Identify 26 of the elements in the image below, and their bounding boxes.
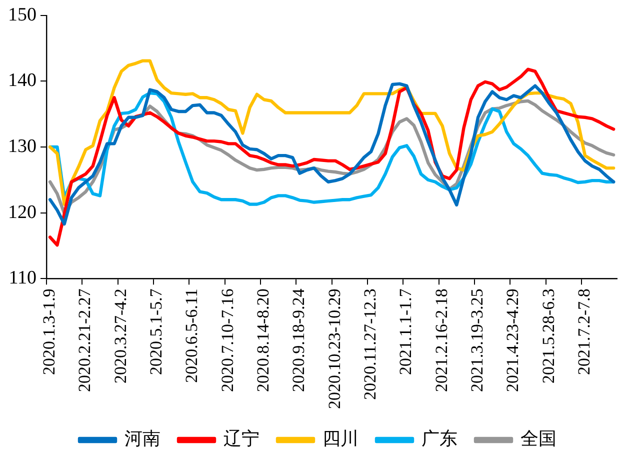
legend-label: 四川 — [322, 428, 358, 449]
x-tick-label: 2020.10.23-10.29 — [324, 288, 344, 410]
x-tick-label: 2021.7.2-7.8 — [574, 288, 594, 376]
legend-label: 河南 — [124, 428, 160, 449]
x-tick-label: 2020.11.27-12.3 — [360, 288, 380, 400]
y-tick-label: 140 — [8, 70, 36, 92]
y-tick-label: 120 — [8, 202, 36, 223]
legend-label: 广东 — [422, 428, 458, 449]
x-tick-label: 2020.1.3-1.9 — [40, 288, 59, 376]
x-tick-label: 2021.2.16-2.18 — [432, 288, 451, 392]
x-tick-label: 2021.3.19-3.25 — [468, 288, 487, 392]
x-tick-label: 2021.1.1-1.7 — [396, 288, 416, 376]
legend-label: 辽宁 — [224, 428, 260, 449]
x-tick-label: 2020.3.27-4.2 — [110, 288, 130, 384]
x-tick-label: 2020.6.5-6.11 — [182, 288, 202, 383]
y-tick-label: 130 — [8, 136, 36, 157]
x-tick-label: 2020.8.14-8.20 — [254, 288, 273, 392]
x-tick-label: 2021.4.23-4.29 — [503, 288, 522, 392]
x-tick-label: 2020.2.21-2.27 — [75, 288, 94, 392]
x-tick-label: 2020.9.18-9.24 — [289, 288, 308, 392]
legend-label: 全国 — [520, 428, 556, 449]
x-tick-label: 2020.7.10-7.16 — [218, 288, 237, 392]
x-tick-label: 2020.5.1-5.7 — [146, 288, 166, 376]
x-tick-label: 2021.5.28-6.3 — [538, 288, 558, 384]
y-tick-label: 110 — [8, 268, 36, 289]
y-tick-label: 150 — [8, 4, 36, 26]
